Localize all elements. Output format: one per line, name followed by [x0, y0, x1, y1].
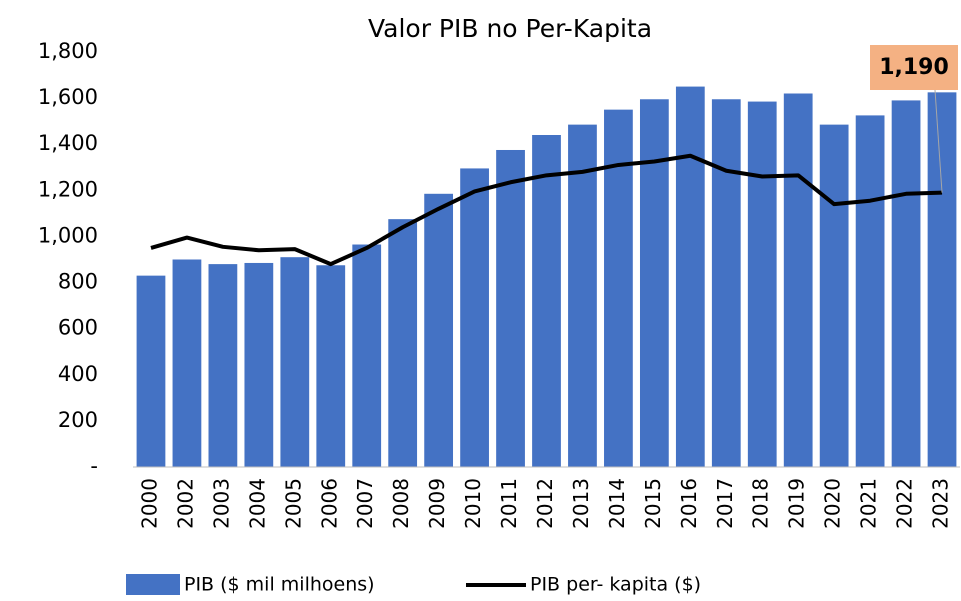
- bar: [460, 168, 489, 468]
- bar: [352, 244, 382, 467]
- legend-swatch: [126, 574, 180, 595]
- bar: [747, 101, 777, 467]
- y-tick-label: 1,200: [38, 177, 98, 201]
- bar: [675, 86, 705, 467]
- y-tick-label: 1,400: [38, 131, 98, 155]
- bar: [604, 109, 633, 467]
- x-tick-label: 2002: [173, 478, 197, 529]
- x-tick-label: 2007: [353, 478, 377, 529]
- x-tick-label: 2009: [425, 478, 449, 529]
- x-tick-label: 2005: [281, 478, 305, 529]
- legend-label: PIB per- kapita ($): [530, 574, 701, 596]
- annotation-label: 1,190: [879, 55, 949, 80]
- bar: [316, 265, 346, 467]
- x-tick-label: 2011: [497, 478, 521, 529]
- bar: [136, 275, 166, 467]
- x-tick-label: 2004: [245, 478, 269, 529]
- bar: [927, 92, 957, 467]
- x-tick-label: 2013: [569, 478, 593, 529]
- bar: [855, 115, 885, 468]
- x-tick-label: 2012: [533, 478, 557, 529]
- x-tick-label: 2021: [857, 478, 881, 529]
- x-tick-label: 2018: [749, 478, 773, 529]
- bar: [819, 124, 849, 467]
- y-tick-label: 1,000: [38, 223, 98, 247]
- bar: [172, 259, 202, 467]
- x-tick-label: 2000: [137, 478, 161, 529]
- bar: [783, 93, 813, 467]
- annotation-box: [870, 45, 958, 90]
- y-tick-label: 200: [58, 408, 98, 432]
- y-tick-label: 1,800: [38, 39, 98, 63]
- x-tick-label: 2022: [893, 478, 917, 529]
- x-tick-label: 2008: [389, 478, 413, 529]
- bar: [208, 264, 238, 467]
- y-tick-label: 600: [58, 316, 98, 340]
- bar: [280, 257, 310, 467]
- bar: [639, 99, 669, 467]
- y-tick-label: 1,600: [38, 85, 98, 109]
- x-tick-label: 2014: [605, 478, 629, 529]
- y-tick-label: 400: [58, 362, 98, 386]
- x-tick-label: 2017: [713, 478, 737, 529]
- bar: [891, 100, 921, 468]
- bar: [711, 99, 741, 467]
- bar: [568, 124, 597, 467]
- chart-title: Valor PIB no Per-Kapita: [368, 14, 652, 43]
- bar: [424, 193, 454, 467]
- legend-label: PIB ($ mil milhoens): [184, 574, 375, 596]
- x-tick-label: 2010: [461, 478, 485, 529]
- y-tick-label: 800: [58, 270, 98, 294]
- x-tick-label: 2006: [317, 478, 341, 529]
- line: [150, 153, 943, 267]
- x-tick-label: 2003: [209, 478, 233, 529]
- x-tick-label: 2015: [641, 478, 665, 529]
- bar: [532, 135, 561, 467]
- x-tick-label: 2020: [821, 478, 845, 529]
- x-tick-label: 2023: [929, 478, 953, 529]
- bar: [496, 149, 525, 467]
- bar: [244, 262, 274, 467]
- leader-line: [934, 89, 943, 193]
- y-tick-label: -: [90, 454, 98, 478]
- bar: [388, 219, 418, 467]
- x-tick-label: 2019: [785, 478, 809, 529]
- x-tick-label: 2016: [677, 478, 701, 529]
